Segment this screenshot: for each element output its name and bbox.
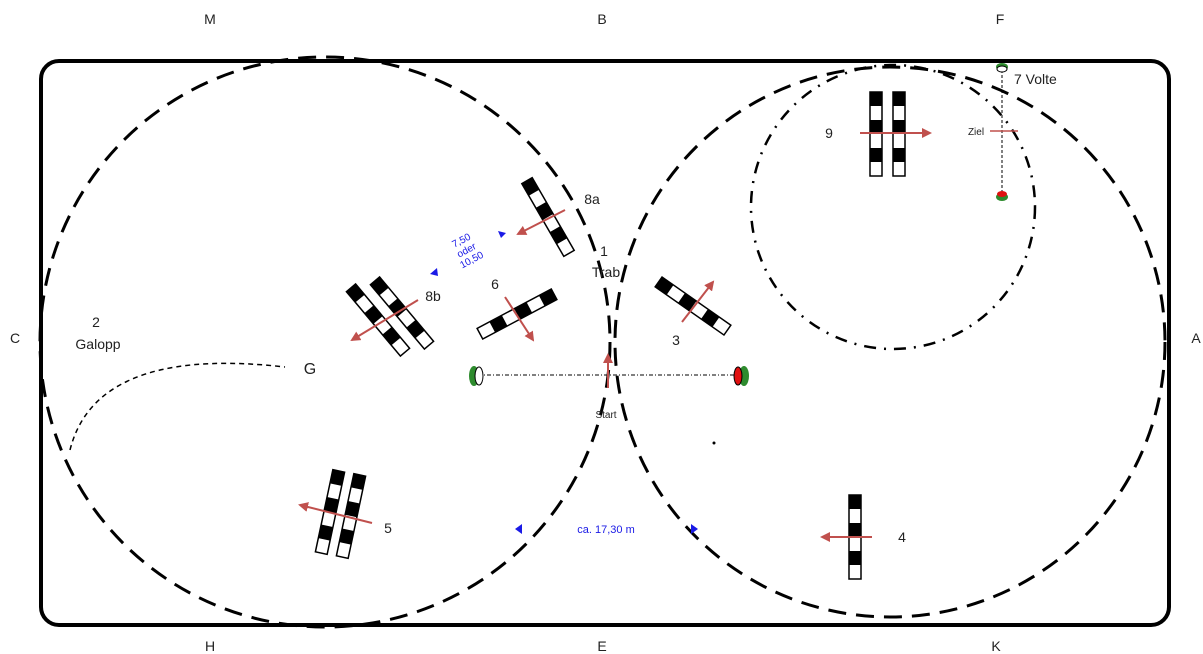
trab-number: 1 bbox=[600, 243, 608, 259]
letter-e: E bbox=[597, 638, 606, 654]
obstacle-4 bbox=[820, 494, 872, 580]
obstacle-9 bbox=[860, 91, 932, 177]
letter-h: H bbox=[205, 638, 215, 654]
letter-c: C bbox=[10, 330, 20, 346]
circle-distance-marker-left bbox=[515, 524, 522, 534]
obstacle-6-label: 6 bbox=[491, 276, 499, 292]
letter-a: A bbox=[1191, 330, 1201, 346]
obstacle-9-label: 9 bbox=[825, 125, 833, 141]
obstacle-8a-label: 8a bbox=[584, 191, 600, 207]
start-flag-left bbox=[469, 366, 484, 386]
circle-distance-marker-right bbox=[691, 524, 698, 534]
arena-border bbox=[39, 59, 1171, 627]
letter-m: M bbox=[204, 11, 216, 27]
obstacle-8b bbox=[345, 276, 435, 357]
ziel-flag-bottom bbox=[996, 191, 1008, 201]
letter-f: F bbox=[996, 11, 1005, 27]
ziel-flag-top bbox=[996, 63, 1008, 73]
obstacle-8a bbox=[516, 176, 575, 258]
galopp-text: Galopp bbox=[75, 336, 120, 352]
obstacle-5 bbox=[298, 468, 373, 560]
letter-g: G bbox=[304, 361, 316, 378]
start-label: Start bbox=[595, 410, 616, 421]
right-circle-path bbox=[613, 65, 1167, 619]
obstacle-8b-label: 8b bbox=[425, 288, 441, 304]
obstacle-5-label: 5 bbox=[384, 520, 392, 536]
center-dot bbox=[712, 441, 716, 445]
galopp-path bbox=[69, 362, 286, 451]
volte-label: 7 Volte bbox=[1014, 71, 1057, 87]
measure-marker-upper bbox=[498, 231, 506, 238]
letter-b: B bbox=[597, 11, 606, 27]
trab-text: Trab bbox=[592, 264, 620, 280]
left-circle-path bbox=[38, 55, 612, 629]
circle-distance-label: ca. 17,30 m bbox=[577, 524, 634, 536]
obstacle-3-label: 3 bbox=[672, 332, 680, 348]
obstacle-6 bbox=[476, 288, 558, 342]
galopp-number: 2 bbox=[92, 314, 100, 330]
start-flag-right bbox=[733, 366, 749, 386]
obstacle-4-label: 4 bbox=[898, 529, 906, 545]
letter-k: K bbox=[991, 638, 1001, 654]
volte-circle-path bbox=[749, 63, 1037, 351]
obstacle-3 bbox=[654, 276, 732, 336]
measure-marker-lower bbox=[430, 268, 438, 276]
ziel-label: Ziel bbox=[968, 127, 984, 138]
